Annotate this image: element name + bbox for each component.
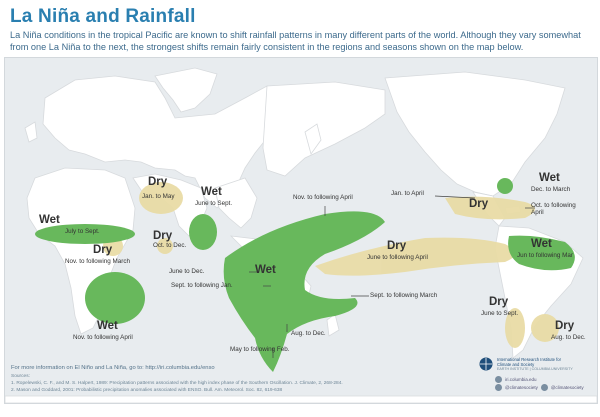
label-maritime-june: June to Dec. — [169, 268, 205, 275]
label-us-oct: Oct. to following April — [531, 202, 576, 216]
more-info-link[interactable]: For more information on El Niño and La N… — [11, 365, 215, 371]
intro-text: La Niña conditions in the tropical Pacif… — [10, 30, 581, 52]
wet-maritime — [223, 211, 385, 372]
wet-india — [189, 214, 217, 250]
land-eurasia-west — [42, 75, 268, 209]
social-facebook[interactable]: @climatesociety — [505, 385, 538, 390]
social-twitter[interactable]: @climatesociety — [550, 385, 584, 390]
wet-regions — [35, 178, 575, 372]
leader-lines — [249, 195, 535, 358]
label-sa-north-type: Wet — [531, 238, 552, 250]
label-argentina-type: Dry — [555, 320, 575, 332]
land-greenland — [154, 67, 218, 113]
iri-logo: International Research Institute for Cli… — [479, 357, 573, 371]
land-antarctica — [5, 395, 597, 403]
label-maritime-nov: Nov. to following April — [293, 194, 353, 201]
land-eastasia — [262, 81, 386, 177]
label-us-south-season: Jan. to April — [391, 190, 424, 197]
label-argentina-season: Aug. to Dec. — [551, 334, 586, 341]
wet-west-africa — [35, 224, 135, 244]
label-maritime-sept-march: Sept. to following March — [370, 292, 438, 299]
land-north-america — [384, 71, 566, 197]
map-canvas — [5, 67, 597, 403]
facebook-icon — [495, 384, 502, 391]
label-central-pacific-season: June to following April — [367, 254, 428, 261]
label-central-pacific-type: Dry — [387, 240, 407, 252]
world-map: Dry Jan. to May Wet June to Sept. Wet Ju… — [4, 57, 598, 404]
label-west-africa-type: Wet — [39, 214, 60, 226]
label-chile-type: Dry — [489, 296, 509, 308]
label-sahel-type: Dry — [148, 176, 168, 188]
dry-sahel — [139, 182, 183, 214]
label-southern-africa-season: Nov. to following April — [73, 334, 133, 341]
land-nz — [326, 313, 340, 337]
label-west-africa-season: July to Sept. — [65, 228, 100, 235]
land-seasia — [214, 177, 258, 229]
land-japan — [304, 123, 322, 155]
wet-sa-north — [508, 235, 575, 271]
page-title: La Niña and Rainfall — [10, 6, 196, 27]
social-links: iri.columbia.edu — [495, 376, 537, 383]
sources-heading: Sources: — [11, 374, 30, 379]
twitter-icon — [540, 384, 548, 391]
land-uk — [24, 121, 38, 143]
label-sa-north-season: Jun to following Mar — [517, 252, 573, 259]
label-chile-season: June to Sept. — [481, 310, 519, 317]
social-web[interactable]: iri.columbia.edu — [505, 377, 537, 382]
label-southern-india-season: Oct. to Dec. — [153, 242, 187, 249]
logo-text: International Research Institute for Cli… — [497, 357, 562, 367]
logo-subtext: EARTH INSTITUTE | COLUMBIA UNIVERSITY — [497, 367, 573, 371]
label-maritime-aug: Aug. to Dec. — [291, 330, 326, 337]
dry-southern-india — [157, 238, 173, 254]
dry-regions — [103, 182, 559, 348]
dry-central-pacific — [315, 237, 515, 276]
dry-us-south — [445, 196, 535, 220]
label-maritime-may: May to following Feb. — [230, 346, 290, 353]
social-links-2: @climatesociety @climatesociety — [495, 384, 584, 391]
label-southern-india-type: Dry — [153, 230, 173, 242]
label-east-africa-season: Nov. to following March — [65, 258, 130, 265]
label-india-type: Wet — [201, 186, 222, 198]
label-us-northeast-type: Wet — [539, 172, 560, 184]
globe-icon — [479, 357, 493, 371]
label-east-africa-type: Dry — [93, 244, 113, 256]
label-maritime-type: Wet — [255, 264, 276, 276]
label-maritime-sept-jan: Sept. to following Jan. — [171, 282, 233, 289]
source-2: 2. Mason and Goddard, 2001: Probabilisti… — [11, 388, 283, 393]
wet-us-northeast — [497, 178, 513, 194]
label-us-northeast-season: Dec. to March — [531, 186, 571, 193]
leader-us-jan — [434, 195, 476, 199]
label-india-season: June to Sept. — [195, 200, 233, 207]
label-southern-africa-type: Wet — [97, 320, 118, 332]
web-icon — [495, 376, 502, 383]
wet-southern-africa — [85, 272, 145, 324]
label-us-south-type: Dry — [469, 198, 489, 210]
label-sahel-season: Jan. to May — [142, 193, 175, 200]
dry-chile — [505, 308, 525, 348]
dry-argentina — [531, 314, 559, 342]
source-1: 1. Ropelewski, C. F., and M. S. Halpert,… — [11, 381, 343, 386]
